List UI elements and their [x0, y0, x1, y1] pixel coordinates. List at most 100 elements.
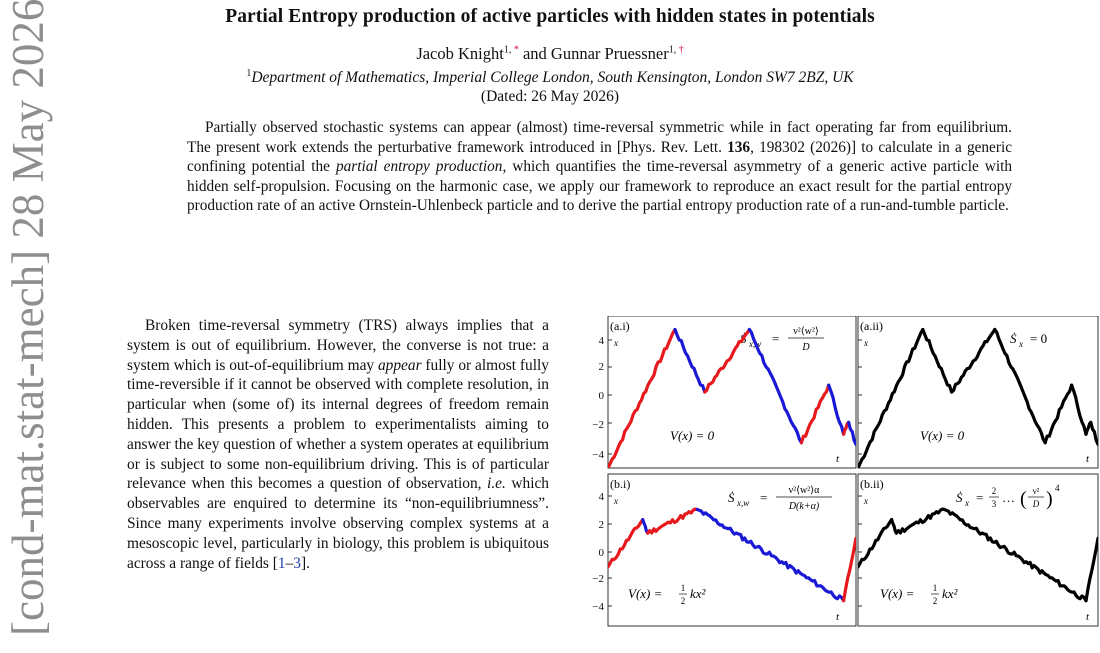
observed-trajectory-segment — [894, 507, 946, 535]
svg-text:): ) — [1046, 488, 1053, 510]
svg-text:D: D — [1032, 499, 1040, 509]
trajectory-segment-negative — [827, 383, 846, 436]
observed-trajectory-segment — [890, 518, 898, 535]
time-axis-label: t — [836, 611, 840, 623]
svg-text:= 0: = 0 — [1030, 331, 1047, 346]
footnote-link[interactable]: * — [513, 44, 519, 56]
y-tick-label: 2 — [599, 519, 605, 531]
y-tick-label: 4 — [599, 491, 605, 503]
equation-b-i: Ṡ x,w = ν²⟨w²⟩α D(k+α) — [728, 485, 832, 512]
trajectory-b-i — [608, 507, 856, 603]
panel-label: (b.ii) — [860, 477, 884, 491]
date-line: (Dated: 26 May 2026) — [480, 88, 620, 105]
citation-link[interactable]: 3 — [293, 554, 301, 572]
y-tick-label: −4 — [592, 449, 604, 461]
panel-a-i-frame — [607, 315, 857, 469]
axis-symbol: x — [613, 496, 618, 506]
trajectory-a-i — [608, 327, 856, 468]
observed-trajectory-segment — [858, 518, 894, 569]
panel-label: (a.i) — [610, 319, 630, 333]
time-axis-label: t — [836, 453, 840, 465]
trajectory-segment-positive — [608, 327, 677, 468]
svg-text:x: x — [1018, 339, 1023, 349]
svg-text:ν²⟨w²⟩: ν²⟨w²⟩ — [793, 326, 819, 337]
observed-trajectory-segment — [1070, 383, 1088, 436]
affiliation: 1Department of Mathematics, Imperial Col… — [246, 68, 854, 87]
potential-label-a-ii: V(x) = 0 — [920, 428, 965, 443]
body-text-column: Broken time-reversal symmetry (TRS) alwa… — [127, 317, 549, 572]
trajectory-segment-positive — [608, 518, 645, 569]
svg-text:D(k+α): D(k+α) — [788, 501, 820, 512]
footnote-link[interactable]: † — [678, 44, 684, 56]
y-tick-label: −2 — [592, 573, 604, 585]
observed-trajectory-segment — [1043, 383, 1074, 445]
svg-text:V(x) =: V(x) = — [628, 586, 662, 601]
time-axis-label: t — [1086, 453, 1090, 465]
author-separator: and — [518, 44, 551, 63]
equation-b-ii: Ṡ x = 2 3 … ( ν² D ) 4 — [956, 483, 1060, 510]
trajectory-segment-positive — [646, 507, 699, 535]
observed-trajectory-segment — [858, 327, 925, 468]
observed-trajectory-segment — [942, 507, 1088, 603]
observed-trajectory-segment — [993, 327, 1047, 445]
trajectory-a-ii — [858, 327, 1098, 468]
svg-text:ν²: ν² — [1033, 486, 1040, 496]
svg-text:=: = — [772, 331, 779, 346]
equation-a-ii: Ṡ x = 0 — [1010, 331, 1047, 349]
svg-text:(: ( — [1020, 488, 1027, 510]
svg-text:Ṡ: Ṡ — [1010, 331, 1017, 346]
svg-text:1: 1 — [681, 583, 686, 593]
panel-label: (b.i) — [610, 477, 630, 491]
panel-label: (a.ii) — [860, 319, 883, 333]
observed-trajectory-segment — [921, 327, 954, 394]
y-tick-label: −2 — [592, 419, 604, 431]
axis-symbol: x — [863, 338, 868, 348]
paper-title: Partial Entropy production of active par… — [225, 6, 875, 27]
svg-text:2: 2 — [933, 596, 938, 606]
trajectory-segment-positive — [703, 327, 751, 394]
svg-text:V(x) =: V(x) = — [880, 586, 914, 601]
svg-text:kx²: kx² — [690, 586, 707, 601]
author-name: Jacob Knight — [416, 44, 504, 63]
trajectory-b-ii — [858, 507, 1098, 603]
svg-text:4: 4 — [1055, 483, 1060, 493]
svg-text:kx²: kx² — [942, 586, 959, 601]
svg-text:Ṡ: Ṡ — [728, 490, 735, 505]
y-tick-label: 4 — [599, 335, 605, 347]
potential-label-a-i: V(x) = 0 — [670, 428, 715, 443]
svg-text:ν²⟨w²⟩α: ν²⟨w²⟩α — [789, 485, 821, 496]
observed-trajectory-segment — [950, 327, 997, 394]
axis-symbol: x — [863, 496, 868, 506]
author-list: Jacob Knight1, * and Gunnar Pruessner1, … — [0, 44, 1100, 64]
svg-text:x: x — [964, 498, 969, 508]
potential-label-b-i: V(x) = 1 2 kx² — [628, 583, 707, 606]
y-tick-label: 0 — [599, 547, 605, 559]
y-tick-label: 2 — [599, 361, 605, 373]
trajectory-segment-negative — [747, 327, 803, 445]
journal-volume: 136 — [727, 138, 751, 156]
trajectory-segment-negative — [673, 327, 707, 394]
arxiv-identifier-stamp: [cond-mat.stat-mech] 28 May 2026 — [3, 0, 53, 636]
potential-label-b-ii: V(x) = 1 2 kx² — [880, 583, 959, 606]
svg-text:…: … — [1002, 490, 1015, 505]
panel-b-i-frame — [607, 473, 857, 627]
trajectory-segment-positive — [799, 383, 831, 445]
y-tick-label: −4 — [592, 601, 604, 613]
svg-text:2: 2 — [681, 596, 686, 606]
citation-link[interactable]: 1 — [277, 554, 286, 572]
svg-text:2: 2 — [992, 486, 997, 496]
author-name: Gunnar Pruessner — [550, 44, 669, 63]
trajectory-segment-positive — [842, 536, 856, 603]
time-axis-label: t — [1086, 611, 1090, 623]
trajectory-segment-negative — [695, 507, 846, 603]
figure-1: 4 2 0 −2 −4 4 2 0 −2 −4 (a.i) (a.ii) (b.… — [590, 315, 1100, 636]
svg-text:1: 1 — [933, 583, 938, 593]
trajectory-segment-negative — [847, 420, 856, 446]
panel-b-ii-frame — [857, 473, 1099, 627]
svg-text:=: = — [976, 490, 983, 505]
affiliation-superscript: 1, † — [668, 44, 684, 56]
svg-text:D: D — [801, 342, 810, 353]
affiliation-superscript: 1, * — [503, 44, 519, 56]
svg-text:3: 3 — [992, 499, 997, 509]
observed-trajectory-segment — [1089, 420, 1098, 446]
